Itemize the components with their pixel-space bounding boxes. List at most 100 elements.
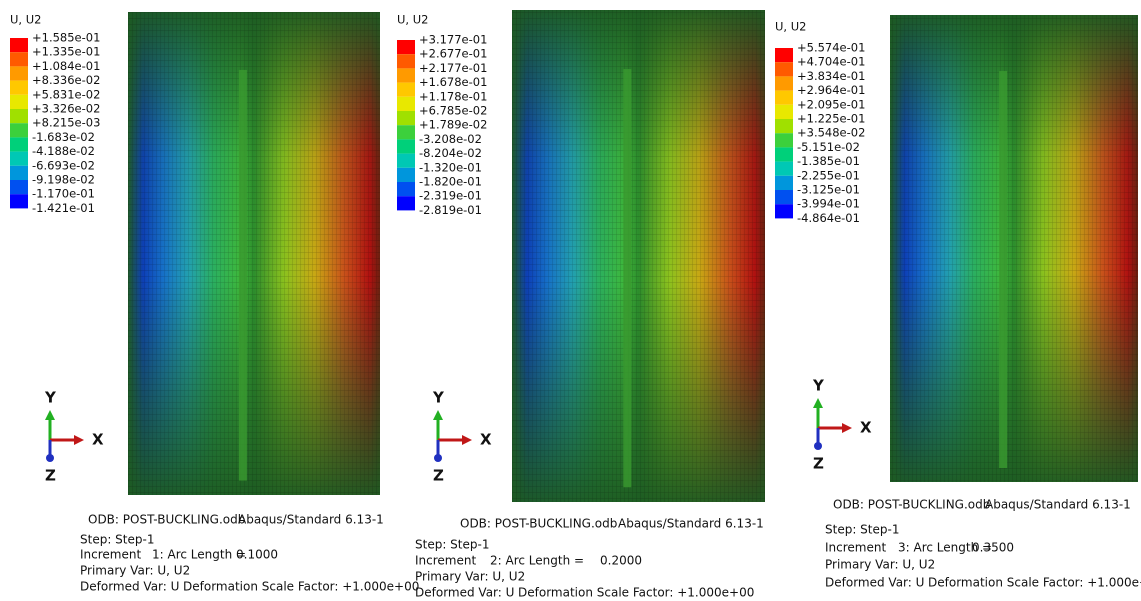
axis-x-label: X — [860, 419, 872, 437]
solver: Abaqus/Standard 6.13-1 — [238, 513, 384, 527]
legend-label: -1.820e-01 — [419, 175, 482, 189]
arc-length: 0.2000 — [600, 554, 642, 568]
legend-band — [397, 96, 415, 111]
legend-band — [10, 123, 28, 138]
solver: Abaqus/Standard 6.13-1 — [985, 498, 1131, 512]
legend-band — [397, 139, 415, 154]
deformed-var: Deformed Var: U — [80, 580, 179, 594]
axis-x-label: X — [480, 431, 492, 449]
increment-number: 3: Arc Length = — [898, 541, 992, 555]
primary-var: Primary Var: U, U2 — [80, 564, 190, 578]
increment-label: Increment — [80, 548, 141, 562]
legend-label: -3.208e-02 — [419, 132, 482, 146]
legend-title: U, U2 — [397, 13, 428, 27]
legend-label: -5.151e-02 — [797, 140, 860, 154]
axis-x-head — [74, 435, 84, 445]
axis-x-head — [462, 435, 472, 445]
legend-label: -6.693e-02 — [32, 158, 95, 172]
solver: Abaqus/Standard 6.13-1 — [618, 517, 764, 531]
legend-label: +6.785e-02 — [419, 104, 487, 118]
axis-z-head — [814, 442, 822, 450]
legend-label: -1.320e-01 — [419, 160, 482, 174]
odb-name: ODB: POST-BUCKLING.odb — [460, 517, 617, 531]
stiffener — [238, 69, 247, 481]
legend-label: +1.585e-01 — [32, 31, 100, 45]
legend-label: -2.319e-01 — [419, 189, 482, 203]
legend-band — [775, 204, 793, 219]
scale-factor: Deformation Scale Factor: +1.000e+00 — [518, 586, 754, 600]
legend-band — [397, 125, 415, 140]
legend-band — [10, 180, 28, 195]
legend-label: -2.255e-01 — [797, 168, 860, 182]
increment-label: Increment — [415, 554, 476, 568]
legend-label: +2.177e-01 — [419, 61, 487, 75]
legend-label: +2.677e-01 — [419, 47, 487, 61]
axis-y-label: Y — [432, 389, 445, 407]
legend-label: +3.177e-01 — [419, 33, 487, 47]
legend-title: U, U2 — [10, 13, 41, 27]
legend-label: +3.326e-02 — [32, 102, 100, 116]
odb-name: ODB: POST-BUCKLING.odb — [88, 513, 245, 527]
legend-label: -4.188e-02 — [32, 144, 95, 158]
axis-z-head — [46, 454, 54, 462]
legend-band — [10, 94, 28, 109]
legend-band — [397, 167, 415, 182]
legend-label: +1.678e-01 — [419, 75, 487, 89]
legend-title: U, U2 — [775, 20, 806, 34]
legend-label: +3.548e-02 — [797, 126, 865, 140]
legend-band — [775, 119, 793, 134]
axis-z-label: Z — [433, 467, 444, 485]
legend-band — [397, 196, 415, 211]
legend-band — [10, 165, 28, 180]
mesh — [128, 12, 380, 495]
axis-z-head — [434, 454, 442, 462]
legend-band — [397, 111, 415, 126]
legend-label: +3.834e-01 — [797, 69, 865, 83]
legend-label: -9.198e-02 — [32, 173, 95, 187]
arc-length: 0.1000 — [236, 548, 278, 562]
axis-y-head — [813, 398, 823, 408]
legend-label: +8.215e-03 — [32, 116, 100, 130]
legend-label: +1.789e-02 — [419, 118, 487, 132]
legend-band — [397, 82, 415, 97]
axis-y-head — [433, 410, 443, 420]
axis-z-label: Z — [45, 467, 56, 485]
axis-y-label: Y — [44, 389, 57, 407]
legend-band — [397, 40, 415, 55]
deformed-var: Deformed Var: U — [415, 586, 514, 600]
legend-band — [775, 161, 793, 176]
axis-z-label: Z — [813, 455, 824, 473]
arc-length: 0.3500 — [972, 541, 1014, 555]
legend-label: -3.125e-01 — [797, 183, 860, 197]
legend-band — [775, 62, 793, 77]
legend-band — [397, 182, 415, 197]
legend-band — [10, 137, 28, 152]
legend-label: -8.204e-02 — [419, 146, 482, 160]
legend-band — [775, 76, 793, 91]
legend-band — [775, 133, 793, 148]
legend-label: +1.084e-01 — [32, 59, 100, 73]
legend-label: -4.864e-01 — [797, 211, 860, 225]
legend-band — [10, 80, 28, 95]
primary-var: Primary Var: U, U2 — [415, 570, 525, 584]
legend-band — [397, 54, 415, 69]
mesh — [512, 10, 765, 502]
legend-label: +8.336e-02 — [32, 73, 100, 87]
increment-number: 2: Arc Length = — [490, 554, 584, 568]
legend-label: +1.178e-01 — [419, 89, 487, 103]
step: Step: Step-1 — [80, 533, 154, 547]
stiffener — [999, 71, 1008, 468]
legend-band — [775, 147, 793, 162]
step: Step: Step-1 — [415, 538, 489, 552]
legend-label: -1.683e-02 — [32, 130, 95, 144]
axis-x-head — [842, 423, 852, 433]
legend-label: +5.831e-02 — [32, 87, 100, 101]
increment-number: 1: Arc Length = — [152, 548, 246, 562]
legend-label: +1.335e-01 — [32, 45, 100, 59]
legend-label: -1.421e-01 — [32, 201, 95, 215]
step: Step: Step-1 — [825, 523, 899, 537]
legend-band — [10, 194, 28, 209]
legend-band — [10, 52, 28, 67]
